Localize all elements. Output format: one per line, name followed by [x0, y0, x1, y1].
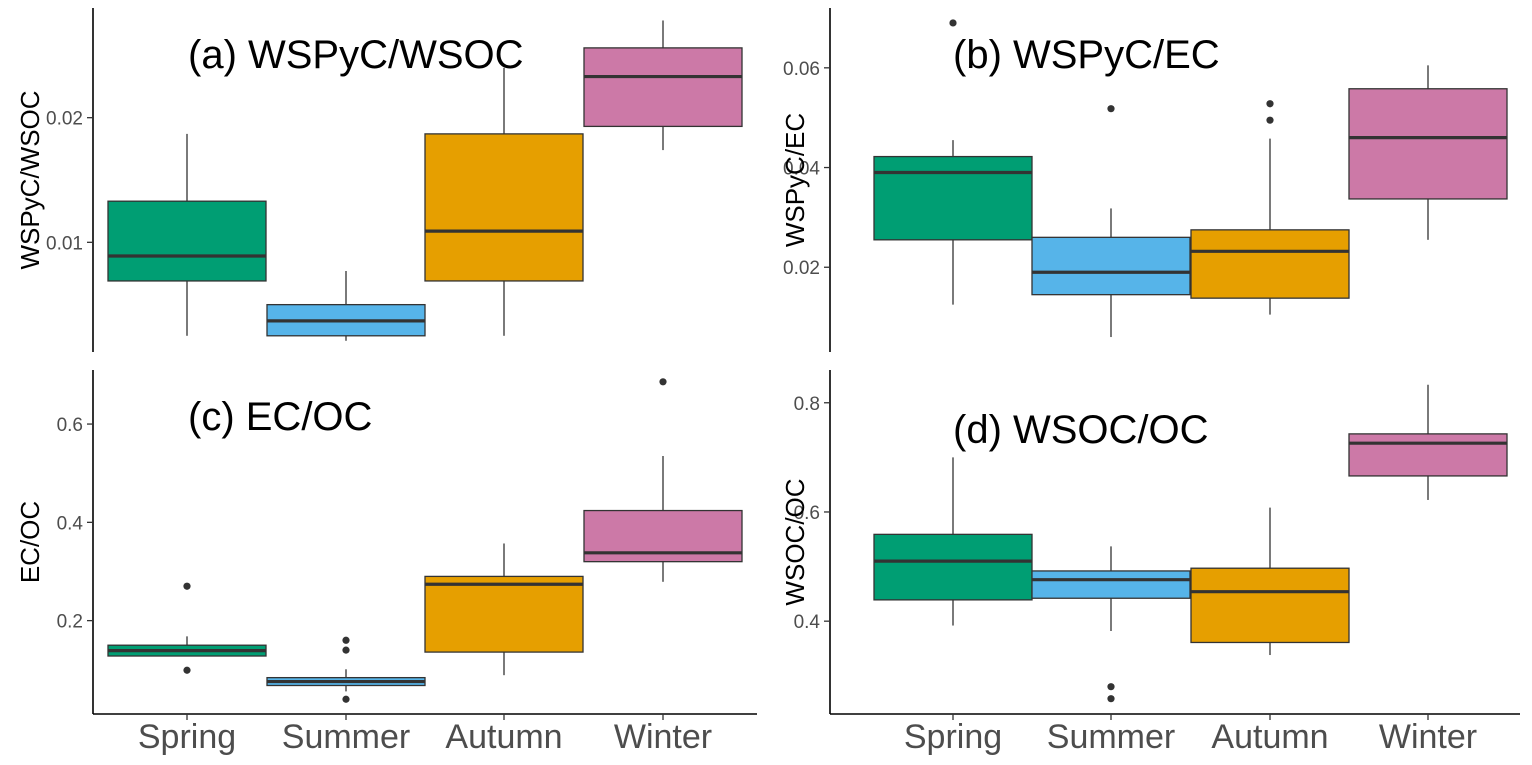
- box-autumn: [1190, 100, 1350, 315]
- x-tick-label-autumn: Autumn: [445, 718, 562, 756]
- y-axis-title: WSOC/OC: [780, 478, 810, 605]
- box-autumn: [1190, 507, 1350, 656]
- box-winter: [1348, 65, 1508, 240]
- iqr-box: [107, 200, 267, 282]
- outlier-point: [659, 378, 667, 386]
- iqr-box: [1190, 567, 1350, 644]
- box-spring: [873, 19, 1033, 305]
- box-winter: [583, 20, 743, 151]
- outlier-point: [342, 695, 350, 703]
- y-tick-label: 0.6: [794, 503, 820, 524]
- outlier-point: [1107, 683, 1115, 691]
- box-summer: [1031, 105, 1191, 338]
- box-summer: [266, 270, 426, 341]
- y-tick-label: 0.2: [57, 612, 83, 633]
- y-tick-label: 0.4: [794, 612, 821, 633]
- panel-title: (d) WSOC/OC: [953, 408, 1209, 452]
- iqr-box: [873, 155, 1033, 241]
- iqr-box: [1190, 229, 1350, 299]
- iqr-box: [1031, 236, 1191, 296]
- iqr-box: [583, 47, 743, 128]
- y-tick-label: 0.02: [46, 109, 83, 130]
- y-tick-label: 0.01: [46, 233, 83, 254]
- outlier-point: [1107, 695, 1115, 703]
- iqr-box: [1031, 570, 1191, 599]
- panel-title: (b) WSPyC/EC: [953, 33, 1220, 77]
- x-tick-label-autumn: Autumn: [1211, 718, 1328, 756]
- y-axis-title: WSPyC/WSOC: [15, 90, 45, 269]
- panel-title: (c) EC/OC: [188, 395, 372, 439]
- x-tick-label-summer: Summer: [282, 718, 410, 756]
- iqr-box: [424, 575, 584, 653]
- y-axis-title: EC/OC: [15, 501, 45, 583]
- box-summer: [266, 636, 426, 703]
- x-tick-label-winter: Winter: [1379, 718, 1477, 756]
- x-tick-label-spring: Spring: [138, 718, 236, 756]
- panel-b: 0.02 0.04 0.06 WSPyC/EC (b) WSPyC/EC: [780, 8, 1508, 352]
- box-spring: [107, 582, 267, 674]
- iqr-box: [424, 133, 584, 282]
- outlier-point: [183, 582, 191, 590]
- panel-title: (a) WSPyC/WSOC: [188, 33, 524, 77]
- y-axis-title: WSPyC/EC: [780, 113, 810, 247]
- iqr-box: [873, 533, 1033, 601]
- y-tick-label: 0.6: [57, 415, 83, 436]
- iqr-box: [1348, 433, 1508, 477]
- outlier-point: [342, 646, 350, 654]
- outlier-point: [1266, 116, 1274, 124]
- x-tick-label-summer: Summer: [1047, 718, 1175, 756]
- x-tick-label-spring: Spring: [904, 718, 1002, 756]
- y-tick-label: 0.4: [57, 513, 84, 534]
- iqr-box: [1348, 88, 1508, 200]
- outlier-point: [183, 666, 191, 674]
- outlier-point: [1266, 100, 1274, 108]
- x-tick-label-winter: Winter: [614, 718, 712, 756]
- y-tick-label: 0.06: [783, 59, 820, 80]
- box-winter: [583, 378, 743, 582]
- outlier-point: [342, 636, 350, 644]
- panel-d: 0.4 0.6 0.8 Spring Summer Autumn Winter WSOC/OC…: [780, 370, 1520, 756]
- box-spring: [107, 133, 267, 336]
- y-tick-label: 0.04: [783, 159, 820, 180]
- y-tick-label: 0.8: [794, 394, 820, 415]
- box-winter: [1348, 384, 1508, 500]
- outlier-point: [949, 19, 957, 27]
- outlier-point: [1107, 105, 1115, 113]
- box-summer: [1031, 546, 1191, 703]
- box-autumn: [424, 543, 584, 676]
- box-autumn: [424, 67, 584, 336]
- panel-c: 0.2 0.4 0.6 Spring Summer Autumn Winter EC/OC (c…: [15, 370, 757, 756]
- y-tick-label: 0.02: [783, 258, 820, 279]
- box-spring: [873, 457, 1033, 626]
